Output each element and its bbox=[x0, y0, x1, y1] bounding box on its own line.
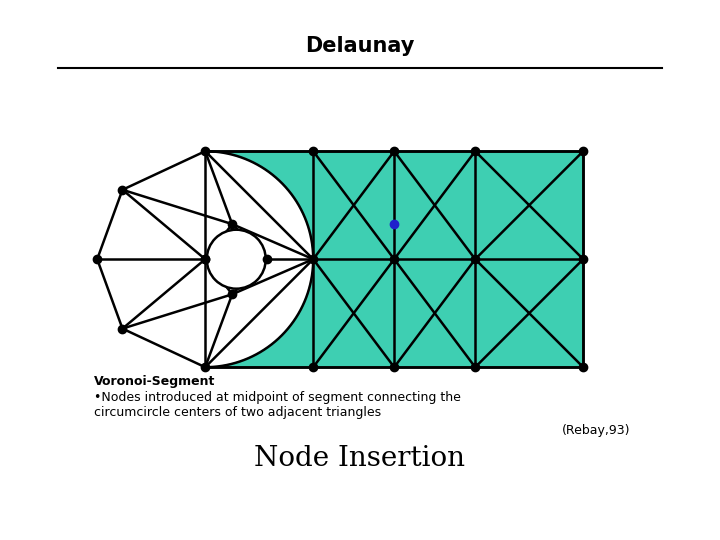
Text: Voronoi-Segment: Voronoi-Segment bbox=[94, 375, 215, 388]
Text: Delaunay: Delaunay bbox=[305, 36, 415, 56]
Polygon shape bbox=[205, 151, 583, 367]
Text: circumcircle centers of two adjacent triangles: circumcircle centers of two adjacent tri… bbox=[94, 406, 381, 419]
Text: (Rebay,93): (Rebay,93) bbox=[562, 424, 630, 437]
Text: •Nodes introduced at midpoint of segment connecting the: •Nodes introduced at midpoint of segment… bbox=[94, 392, 461, 404]
Text: Node Insertion: Node Insertion bbox=[254, 446, 466, 472]
Circle shape bbox=[207, 230, 266, 289]
